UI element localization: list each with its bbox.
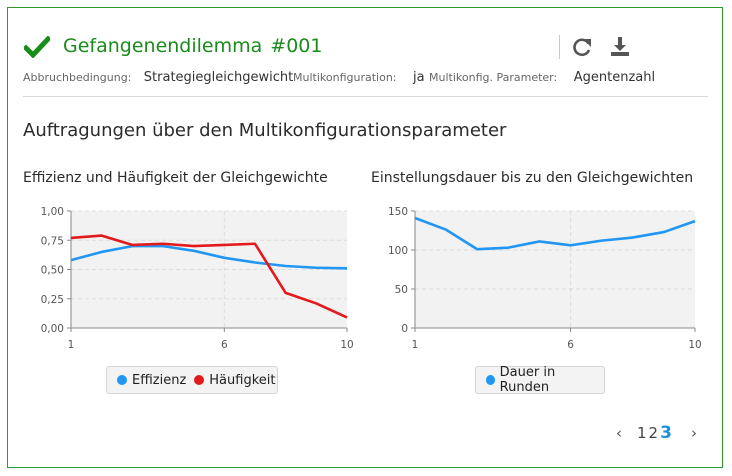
y-tick-label: 0,50 xyxy=(41,265,64,277)
x-tick-label: 1 xyxy=(412,339,419,351)
page-2-button[interactable]: 2 xyxy=(648,424,659,442)
meta-label: Multikonfiguration: xyxy=(293,71,397,84)
check-icon xyxy=(24,36,50,58)
refresh-icon[interactable] xyxy=(570,35,594,59)
download-icon[interactable] xyxy=(608,35,632,59)
next-page-button[interactable]: › xyxy=(690,424,697,442)
legend-label: Dauer in Runden xyxy=(499,365,556,395)
legend-label: Häufigkeit xyxy=(209,372,276,388)
meta-value: Agentenzahl xyxy=(573,70,656,85)
chart-legend: Effizienz Häufigkeit xyxy=(106,366,278,394)
meta-abort-condition: Abbruchbedingung: Strategiegleichgewicht xyxy=(23,70,293,85)
y-tick-label: 0,25 xyxy=(41,294,64,306)
meta-value: Strategiegleichgewicht xyxy=(143,70,294,85)
chart-title: Einstellungsdauer bis zu den Gleichgewic… xyxy=(371,170,694,186)
x-tick-label: 10 xyxy=(688,339,701,351)
prev-page-button[interactable]: ‹ xyxy=(616,424,622,442)
page-3-button[interactable]: 3 xyxy=(660,423,672,443)
meta-multiconfig-param: Multikonfig. Parameter: Agentenzahl xyxy=(429,70,655,85)
series-line-dauer-in-runden xyxy=(414,216,696,251)
x-tick-label: 1 xyxy=(68,339,75,351)
x-tick-label: 6 xyxy=(567,339,574,351)
y-tick-label: 0 xyxy=(401,323,408,335)
x-tick-label: 10 xyxy=(340,339,353,351)
legend-item-efficiency[interactable]: Effizienz xyxy=(117,373,186,388)
legend-dot xyxy=(486,375,495,385)
legend-item-duration[interactable]: Dauer in Runden xyxy=(486,365,594,395)
meta-label: Abbruchbedingung: xyxy=(23,71,132,84)
page-1-button[interactable]: 1 xyxy=(637,424,647,442)
y-tick-label: 150 xyxy=(388,206,408,218)
header-divider xyxy=(559,35,560,59)
meta-multiconfig: Multikonfiguration: ja xyxy=(293,70,425,85)
legend-item-frequency[interactable]: Häufigkeit xyxy=(194,373,275,388)
pagination: ‹ 1 2 3 › xyxy=(610,423,703,443)
y-tick-label: 50 xyxy=(395,284,408,296)
plot-area xyxy=(415,211,695,328)
simulation-number: #001 xyxy=(270,35,323,57)
y-tick-label: 100 xyxy=(388,245,408,257)
chart-title: Effizienz und Häufigkeit der Gleichgewic… xyxy=(23,170,328,186)
meta-label: Multikonfig. Parameter: xyxy=(429,71,558,84)
section-title: Auftragungen über den Multikonfiguration… xyxy=(23,120,507,141)
legend-dot xyxy=(194,375,205,385)
y-tick-label: 0,00 xyxy=(41,323,64,335)
y-tick-label: 0,75 xyxy=(41,235,64,247)
legend-dot xyxy=(117,375,127,385)
legend-label: Effizienz xyxy=(132,372,187,388)
series-line-h-ufigkeit xyxy=(70,234,348,319)
chart-legend: Dauer in Runden xyxy=(475,365,605,395)
x-tick-label: 6 xyxy=(221,339,228,351)
divider xyxy=(23,96,708,97)
series-line-effizienz xyxy=(70,244,348,270)
meta-value: ja xyxy=(413,70,425,85)
simulation-name: Gefangenendilemma xyxy=(63,35,263,57)
y-tick-label: 1,00 xyxy=(41,206,64,218)
simulation-title: Gefangenendilemma #001 xyxy=(63,35,322,57)
